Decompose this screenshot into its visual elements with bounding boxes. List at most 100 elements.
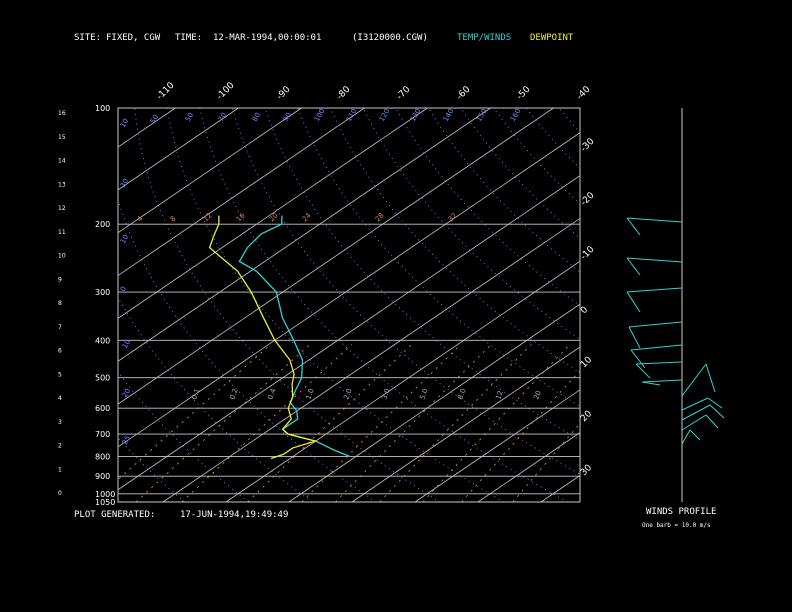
temperature-top-tick-label: -50 [515, 84, 533, 102]
dry-adiabat-label: 140 [442, 107, 456, 123]
height-tick-label: 11 [58, 229, 66, 236]
isotherm-line [162, 217, 580, 502]
height-tick-label: 3 [58, 419, 62, 426]
isotherm-line [118, 175, 580, 491]
temperature-top-tick-label: -100 [215, 80, 237, 102]
dry-adiabat-line [199, 108, 569, 502]
dry-adiabat-line [264, 108, 580, 441]
wind-barb-flag [626, 217, 641, 236]
height-tick-label: 7 [58, 324, 62, 331]
mixing-ratio-line [301, 344, 462, 502]
dry-adiabat-line [558, 108, 580, 133]
height-tick-label: 14 [58, 158, 66, 165]
wind-barb-shaft [626, 217, 683, 223]
isotherm-line [118, 132, 580, 448]
temperature-side-tick-label: 10 [579, 355, 594, 370]
wind-barb-flag [641, 381, 661, 386]
dry-adiabat-label: 90 [282, 111, 293, 123]
mixing-ratio-line [118, 344, 271, 481]
dry-adiabat-line [525, 108, 580, 169]
isotherm-grid [0, 108, 580, 502]
dry-adiabat-line [134, 108, 441, 502]
isotherm-line [351, 346, 580, 502]
site-label: SITE: [74, 33, 102, 43]
pressure-tick-label: 800 [95, 452, 110, 461]
dewpoint-trace [208, 215, 319, 460]
pressure-tick-label: 700 [95, 430, 110, 439]
temperature-trace [238, 215, 350, 458]
legend-temp-winds: TEMP/WINDS [457, 33, 512, 43]
mixing-ratio-top-label: 20 [268, 211, 280, 223]
dry-adiabat-line [297, 108, 580, 407]
wind-barb-flag [709, 404, 725, 419]
wind-barb-shaft [641, 379, 683, 383]
mixing-ratio-top-label: 12 [202, 211, 214, 223]
dry-adiabat-label: 10 [119, 233, 130, 245]
pressure-tick-label: 400 [95, 336, 110, 345]
mixing-ratio-label: 2.0 [342, 387, 353, 400]
dry-adiabat-grid [118, 108, 792, 502]
height-tick-label: 8 [58, 300, 62, 307]
mixing-ratio-grid [118, 344, 580, 502]
isotherm-line [118, 108, 365, 277]
dry-adiabat-label: 10 [119, 117, 130, 129]
pressure-tick-label: 200 [95, 220, 110, 229]
height-tick-label: 0 [58, 490, 62, 497]
dry-adiabat-label: 160 [509, 107, 523, 123]
wind-barb-flag [705, 363, 716, 393]
mixing-ratio-line [335, 344, 492, 502]
wind-barb-flag [635, 363, 651, 379]
mixing-ratio-label: 20 [532, 390, 543, 401]
dry-adiabat-line [755, 108, 792, 502]
dry-adiabat-line [395, 108, 580, 307]
dry-adiabat-label: 150 [475, 107, 489, 123]
wind-barb-shaft [626, 287, 683, 293]
isotherm-line [118, 108, 428, 319]
temperature-top-tick-label: -40 [575, 84, 593, 102]
isotherm-line [0, 108, 49, 502]
pressure-tick-label: 100 [95, 104, 110, 113]
isotherm-line [0, 108, 112, 502]
height-tick-label: 15 [58, 134, 66, 141]
wind-barb-shaft [681, 363, 707, 397]
wind-barb-shaft [630, 344, 683, 351]
temperature-top-tick-label: -90 [275, 84, 293, 102]
dry-adiabat-line [689, 108, 792, 502]
pressure-tick-label: 500 [95, 374, 110, 383]
isotherm-line [118, 108, 239, 191]
isotherm-line [414, 389, 580, 502]
plot-generated-label: PLOT GENERATED: [74, 510, 156, 520]
plot-border [117, 107, 581, 503]
dry-adiabat-line [460, 108, 580, 239]
dry-adiabat-label: 130 [409, 107, 423, 123]
dry-adiabat-line [231, 108, 580, 475]
site-value: FIXED, CGW [106, 33, 161, 43]
height-tick-label: 4 [58, 395, 62, 402]
isotherm-line [118, 108, 554, 405]
time-value: 12-MAR-1994,00:00:01 [213, 33, 322, 43]
temperature-top-tick-label: -110 [155, 80, 177, 102]
wind-barb-flag [630, 349, 646, 369]
mixing-ratio-label: 0.1 [190, 387, 201, 400]
dry-adiabat-line [591, 108, 792, 502]
mixing-ratio-label: 5.0 [418, 387, 429, 400]
isotherm-line [477, 432, 580, 502]
dry-adiabat-label: 30 [119, 177, 130, 189]
mixing-ratio-line [422, 344, 571, 502]
dry-adiabat-label: 100 [313, 107, 327, 123]
plot-frame [117, 107, 683, 503]
height-tick-label: 16 [58, 110, 66, 117]
axis-labels: 1002003004005006007008009001000105016151… [58, 80, 597, 507]
temperature-top-tick-label: -70 [395, 84, 413, 102]
dry-adiabat-line [722, 108, 792, 502]
height-tick-label: 9 [58, 276, 62, 283]
legend-dewpoint: DEWPOINT [530, 33, 574, 43]
height-tick-label: 5 [58, 371, 62, 378]
dry-adiabat-label: 110 [345, 107, 359, 123]
temperature-top-tick-label: -80 [335, 84, 353, 102]
file-name: (I3120000.CGW) [352, 33, 428, 43]
dry-adiabat-label: 20 [121, 387, 132, 399]
temperature-side-tick-label: -10 [579, 244, 597, 262]
dry-adiabat-line [362, 108, 580, 340]
mixing-ratio-line [135, 344, 311, 502]
